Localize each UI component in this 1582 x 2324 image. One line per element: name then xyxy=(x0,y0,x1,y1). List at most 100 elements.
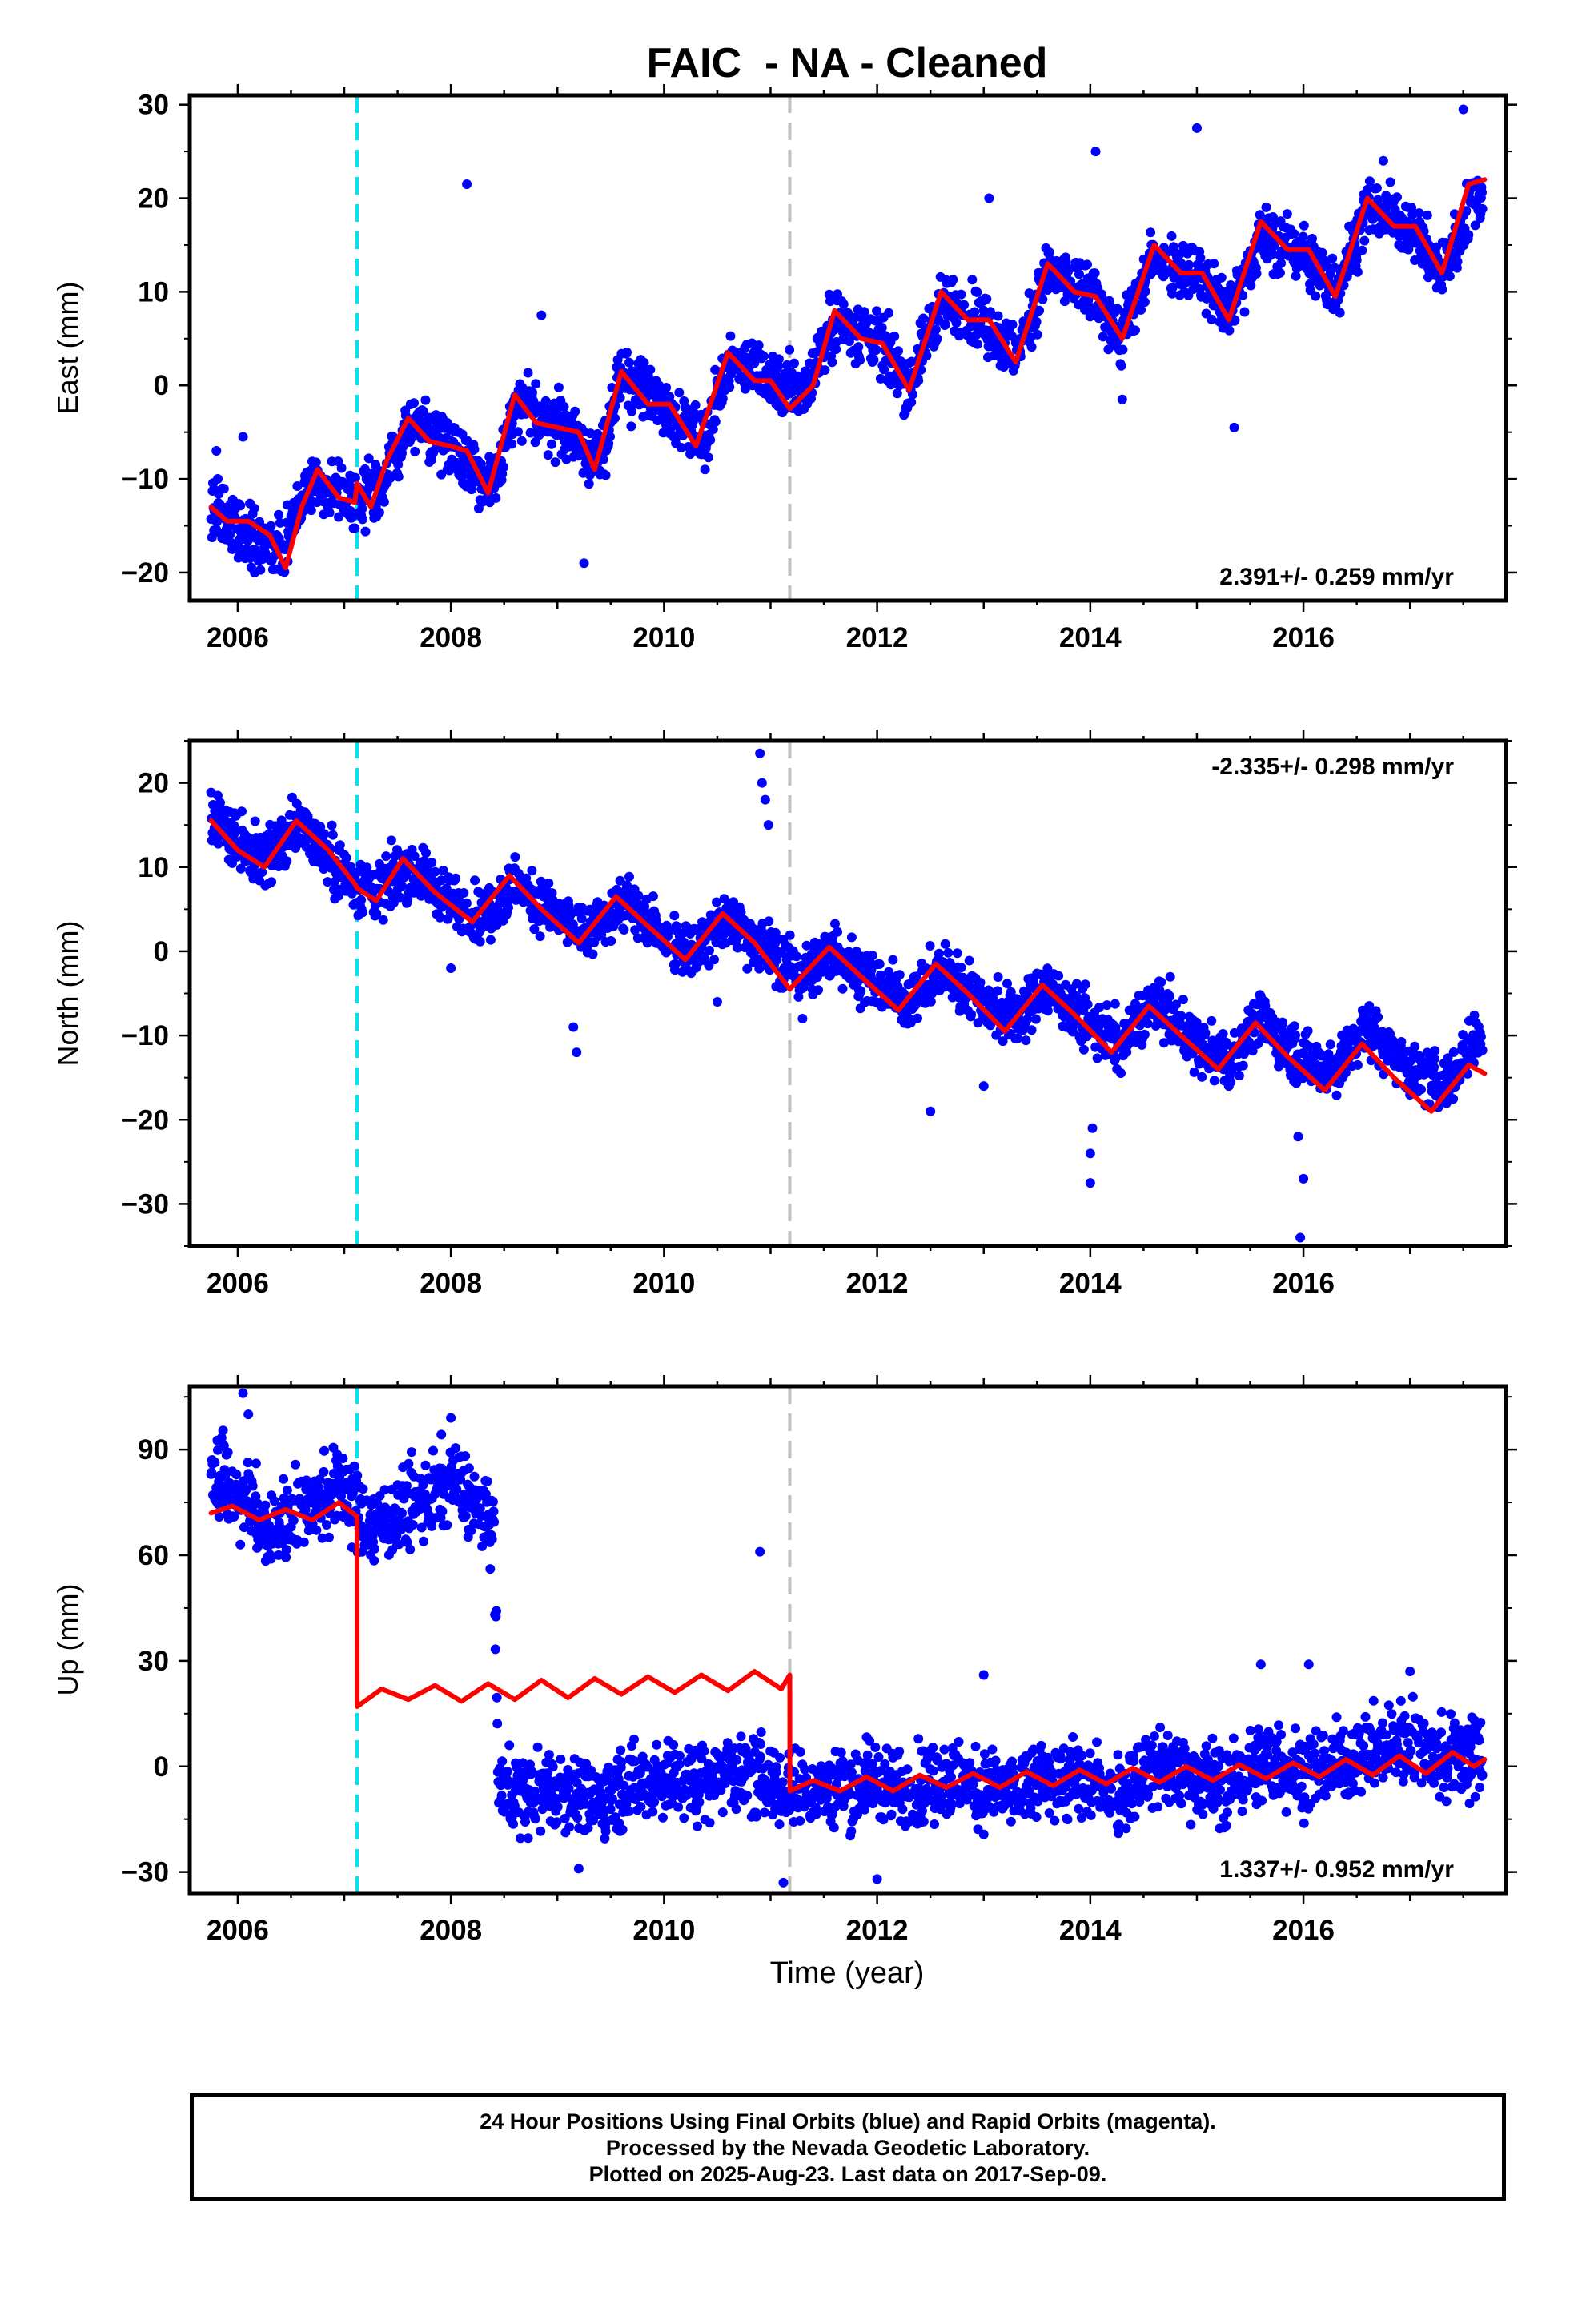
data-point xyxy=(913,376,924,386)
data-point xyxy=(1087,1123,1098,1133)
data-point xyxy=(1139,1029,1150,1039)
data-point xyxy=(1189,1067,1199,1077)
x-tick-label-north: 2014 xyxy=(1059,1268,1122,1299)
data-point xyxy=(1403,244,1414,255)
data-point xyxy=(1477,203,1488,214)
data-point xyxy=(1222,1039,1232,1050)
x-tick-label-up: 2008 xyxy=(420,1915,482,1946)
data-point xyxy=(690,400,701,410)
data-point xyxy=(1130,325,1140,336)
y-tick-label-north: 20 xyxy=(138,768,169,799)
data-point xyxy=(1311,291,1321,301)
data-points-east xyxy=(206,104,1488,577)
data-point xyxy=(1074,269,1084,279)
data-point xyxy=(1044,247,1054,257)
data-point xyxy=(572,1047,582,1058)
data-point xyxy=(833,927,842,937)
data-point xyxy=(1007,320,1018,330)
data-point xyxy=(1002,979,1012,989)
data-point xyxy=(1140,286,1150,296)
x-tick-label-north: 2016 xyxy=(1272,1268,1335,1299)
y-tick-label-east: −20 xyxy=(122,557,169,589)
data-point xyxy=(409,398,419,408)
data-point xyxy=(906,356,917,367)
data-point xyxy=(1034,305,1045,316)
data-point xyxy=(753,340,764,351)
data-point xyxy=(1032,329,1042,340)
data-point xyxy=(661,383,672,392)
data-point xyxy=(925,941,935,951)
data-point xyxy=(235,863,246,874)
data-point xyxy=(238,432,248,442)
data-point xyxy=(626,421,636,432)
data-point xyxy=(1026,1025,1037,1035)
panel-frame-north xyxy=(187,738,1508,1248)
data-point xyxy=(1085,1178,1095,1188)
x-tick-label-up: 2016 xyxy=(1272,1915,1335,1946)
data-point xyxy=(1260,1001,1271,1011)
data-point xyxy=(504,903,513,913)
y-tick-label-north: 0 xyxy=(154,936,169,967)
data-point xyxy=(1227,1065,1237,1076)
data-point xyxy=(334,512,343,522)
data-point xyxy=(993,311,1003,321)
data-point xyxy=(381,851,391,862)
data-point xyxy=(846,932,857,943)
data-point xyxy=(491,493,501,503)
data-point xyxy=(990,342,1000,352)
data-point xyxy=(371,908,382,919)
data-point xyxy=(703,452,713,463)
data-point xyxy=(700,953,709,963)
data-point xyxy=(1094,1003,1104,1013)
data-point xyxy=(1158,1038,1169,1048)
data-point xyxy=(921,351,932,361)
data-point xyxy=(934,948,944,959)
data-point xyxy=(576,914,587,923)
data-point xyxy=(789,358,799,368)
data-point xyxy=(676,442,686,452)
data-point xyxy=(1246,280,1256,291)
data-point xyxy=(1142,1019,1153,1029)
data-point xyxy=(1316,1051,1327,1061)
data-point xyxy=(235,501,246,511)
x-tick-label-up: 2006 xyxy=(207,1915,269,1946)
data-point xyxy=(1289,1021,1299,1031)
data-point xyxy=(292,481,303,491)
data-point xyxy=(1038,294,1048,304)
data-point xyxy=(420,395,431,405)
data-point xyxy=(773,354,784,364)
data-point xyxy=(712,997,722,1007)
data-point xyxy=(475,936,485,947)
data-point xyxy=(758,351,769,361)
rate-label-east: 2.391+/- 0.259 mm/yr xyxy=(1219,564,1454,590)
data-point xyxy=(1031,316,1042,327)
data-point xyxy=(435,912,445,923)
x-tick-label-up: 2014 xyxy=(1059,1915,1122,1946)
data-point xyxy=(470,875,480,886)
data-point xyxy=(1118,344,1128,355)
data-points-north xyxy=(206,748,1488,1243)
data-point xyxy=(1226,1077,1236,1088)
data-point xyxy=(1207,1015,1217,1026)
data-point xyxy=(1303,1041,1314,1051)
data-point xyxy=(753,957,764,967)
data-point xyxy=(948,275,958,285)
data-point xyxy=(1239,307,1250,317)
data-point xyxy=(527,866,537,876)
data-point xyxy=(833,289,842,300)
data-point xyxy=(379,497,389,507)
data-point xyxy=(344,480,355,490)
data-point xyxy=(1291,1030,1300,1040)
data-point xyxy=(523,368,533,378)
data-point xyxy=(1385,177,1395,187)
data-point xyxy=(1261,202,1271,212)
data-point xyxy=(710,416,721,427)
data-point xyxy=(499,462,508,472)
data-point xyxy=(1136,304,1146,315)
data-point xyxy=(1410,1041,1420,1051)
data-point xyxy=(972,339,982,349)
data-point xyxy=(410,446,420,456)
x-tick-label-east: 2010 xyxy=(632,622,695,653)
data-point xyxy=(853,342,864,352)
data-point xyxy=(624,357,634,368)
